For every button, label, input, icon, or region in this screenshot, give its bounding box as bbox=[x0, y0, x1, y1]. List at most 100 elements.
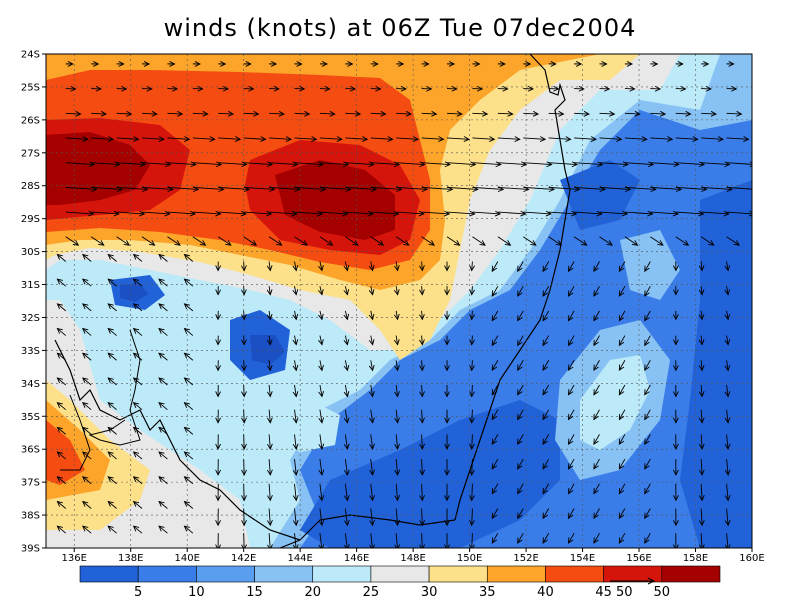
wind-vector bbox=[243, 211, 272, 215]
wind-vector bbox=[294, 261, 297, 271]
wind-vector bbox=[91, 186, 123, 190]
wind-vector bbox=[57, 476, 67, 485]
wind-vector bbox=[568, 261, 575, 272]
wind-vector-head bbox=[194, 61, 201, 67]
wind-vector-head bbox=[241, 495, 247, 502]
wind-vector bbox=[700, 533, 703, 548]
wind-vector-head bbox=[343, 544, 350, 548]
wind-vector-head bbox=[703, 61, 710, 67]
wind-vector bbox=[497, 236, 511, 246]
colorbar-label: 15 bbox=[246, 585, 263, 600]
wind-vector bbox=[57, 525, 67, 534]
wind-vector-head bbox=[542, 364, 548, 371]
wind-vector bbox=[599, 211, 628, 215]
wind-vector-head bbox=[622, 161, 629, 168]
wind-vector bbox=[158, 501, 168, 509]
wind-vector-head bbox=[545, 210, 552, 217]
colorbar-label: 10 bbox=[188, 585, 205, 600]
wind-vector bbox=[370, 533, 373, 548]
wind-vector-head bbox=[123, 240, 131, 246]
wind-vector bbox=[107, 377, 117, 386]
wind-vector bbox=[268, 261, 271, 271]
wind-vector-head bbox=[318, 313, 324, 321]
wind-vector-head bbox=[652, 61, 659, 67]
wind-vector bbox=[370, 434, 374, 450]
wind-vector-head bbox=[343, 289, 350, 296]
wind-vector bbox=[319, 286, 323, 295]
wind-vector-head bbox=[400, 85, 407, 92]
lat-label: 27S bbox=[21, 148, 40, 159]
wind-vector bbox=[517, 508, 524, 519]
wind-vector-head bbox=[132, 253, 140, 260]
wind-vector-head bbox=[517, 364, 523, 371]
wind-vector bbox=[269, 137, 292, 140]
wind-vector bbox=[294, 533, 297, 548]
lat-label: 35S bbox=[21, 412, 40, 423]
wind-vector-head bbox=[444, 161, 451, 168]
wind-vector bbox=[618, 483, 626, 494]
wind-vector bbox=[82, 501, 92, 509]
wind-vector bbox=[192, 236, 206, 246]
wind-vector bbox=[644, 458, 651, 470]
wind-vector bbox=[133, 303, 143, 312]
wind-vector bbox=[593, 508, 600, 519]
wind-vector-head bbox=[197, 85, 204, 92]
wind-vector bbox=[319, 409, 323, 423]
wind-vector bbox=[700, 508, 703, 526]
wind-vector-head bbox=[250, 240, 258, 246]
wind-vector bbox=[319, 211, 348, 215]
wind-vector bbox=[568, 483, 575, 494]
wind-vector-head bbox=[318, 544, 325, 548]
wind-vector-head bbox=[604, 85, 611, 92]
wind-vector bbox=[82, 476, 92, 485]
wind-vector-head bbox=[118, 61, 125, 67]
wind-vector bbox=[133, 427, 143, 435]
wind-vector bbox=[497, 186, 529, 190]
wind-vector-head bbox=[517, 389, 523, 396]
wind-vector-head bbox=[82, 278, 89, 285]
wind-vector-head bbox=[361, 136, 369, 142]
wind-vector bbox=[344, 508, 348, 526]
wind-vector-head bbox=[567, 537, 574, 544]
wind-vector-head bbox=[571, 210, 578, 217]
wind-vector bbox=[618, 360, 626, 371]
wind-vector bbox=[675, 211, 704, 215]
wind-vector bbox=[542, 508, 550, 519]
wind-vector-head bbox=[596, 210, 603, 217]
wind-vector-head bbox=[248, 85, 255, 92]
wind-vector bbox=[446, 236, 460, 246]
wind-vector-head bbox=[347, 61, 354, 67]
wind-vector bbox=[184, 254, 194, 262]
wind-vector-head bbox=[215, 210, 222, 217]
wind-vector-head bbox=[733, 240, 741, 246]
wind-vector-head bbox=[368, 289, 375, 296]
wind-vector bbox=[446, 162, 476, 166]
wind-vector-head bbox=[525, 61, 532, 67]
wind-vector-head bbox=[368, 161, 375, 168]
wind-vector-head bbox=[318, 289, 324, 296]
wind-vector-head bbox=[88, 210, 95, 217]
wind-vector bbox=[344, 286, 348, 295]
wind-vector-head bbox=[266, 265, 273, 272]
wind-vector bbox=[294, 384, 297, 397]
wind-vector-head bbox=[318, 339, 324, 346]
wind-vector-head bbox=[752, 187, 757, 192]
wind-vector bbox=[471, 508, 473, 526]
wind-vector bbox=[319, 162, 349, 166]
wind-vector bbox=[184, 427, 194, 435]
wind-vector-head bbox=[183, 327, 190, 334]
wind-vector-head bbox=[368, 391, 375, 398]
wind-vector-head bbox=[266, 364, 273, 372]
wind-pocket-east-core bbox=[580, 355, 650, 450]
wind-vector-head bbox=[377, 240, 385, 246]
wind-vector bbox=[57, 254, 67, 262]
wind-vector bbox=[618, 434, 626, 445]
wind-vector bbox=[701, 186, 732, 190]
wind-vector-head bbox=[132, 426, 140, 433]
lat-label: 25S bbox=[21, 82, 40, 93]
wind-vector bbox=[91, 112, 107, 115]
wind-vector-head bbox=[225, 240, 232, 246]
wind-vector bbox=[421, 384, 423, 397]
wind-vector bbox=[319, 137, 342, 140]
